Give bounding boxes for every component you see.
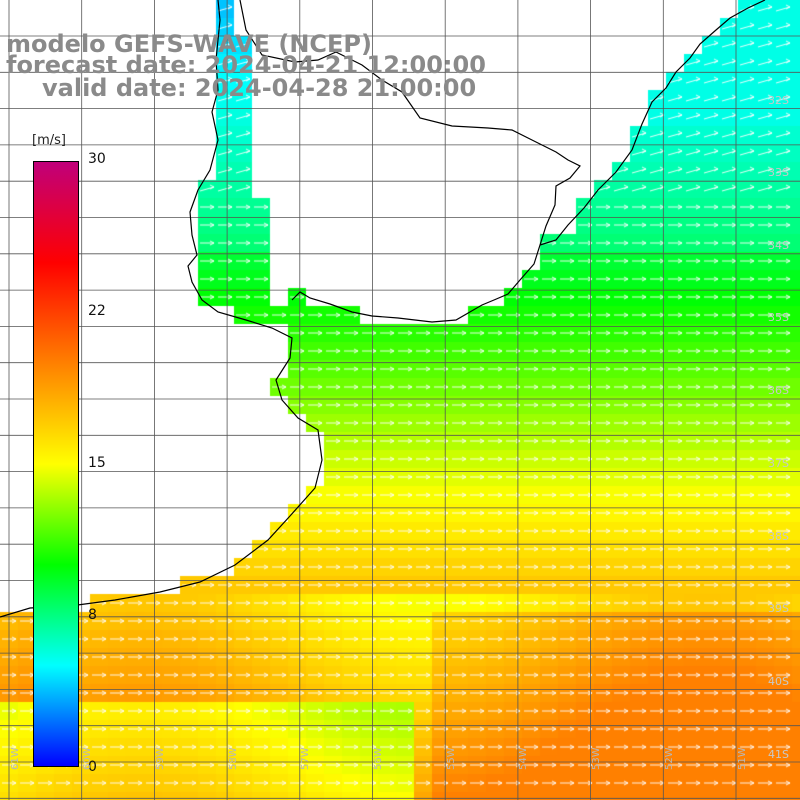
colorbar-label-max: 30 <box>88 151 106 167</box>
lat-label-34s: 34S <box>768 239 789 252</box>
valid-date: valid date: 2024-04-28 21:00:00 <box>42 74 477 102</box>
coastline <box>0 0 766 618</box>
lon-label-57w: 57W <box>300 747 311 770</box>
colorbar-label-22: 22 <box>88 303 106 319</box>
lat-label-38s: 38S <box>768 530 789 543</box>
lon-label-52w: 52W <box>664 747 675 770</box>
lon-label-58w: 58W <box>228 747 239 770</box>
lon-label-60w: 60W <box>82 747 93 770</box>
lon-label-53w: 53W <box>591 747 602 770</box>
lat-label-36s: 36S <box>768 384 789 397</box>
colorbar-label-8: 8 <box>88 607 97 623</box>
lat-label-40s: 40S <box>768 675 789 688</box>
lon-label-51w: 51W <box>737 747 748 770</box>
lat-label-41s: 41S <box>768 748 789 761</box>
lon-label-61w: 61W <box>10 747 21 770</box>
lat-label-32s: 32S <box>768 94 789 107</box>
model-title: modelo GEFS-WAVE (NCEP) <box>6 30 372 58</box>
colorbar-units: [m/s] <box>32 133 66 148</box>
lon-label-59w: 59W <box>155 747 166 770</box>
forecast-date: forecast date: 2024-04-21 12:00:00 <box>6 51 486 79</box>
lat-label-35s: 35S <box>768 311 789 324</box>
lat-label-39s: 39S <box>768 602 789 615</box>
lon-label-56w: 56W <box>373 747 384 770</box>
lon-label-54w: 54W <box>518 747 529 770</box>
colorbar-label-15: 15 <box>88 455 106 471</box>
colorbar <box>33 161 79 767</box>
lon-label-55w: 55W <box>446 747 457 770</box>
lat-label-33s: 33S <box>768 166 789 179</box>
colorbar-label-min: 0 <box>88 759 97 775</box>
lat-label-37s: 37S <box>768 457 789 470</box>
